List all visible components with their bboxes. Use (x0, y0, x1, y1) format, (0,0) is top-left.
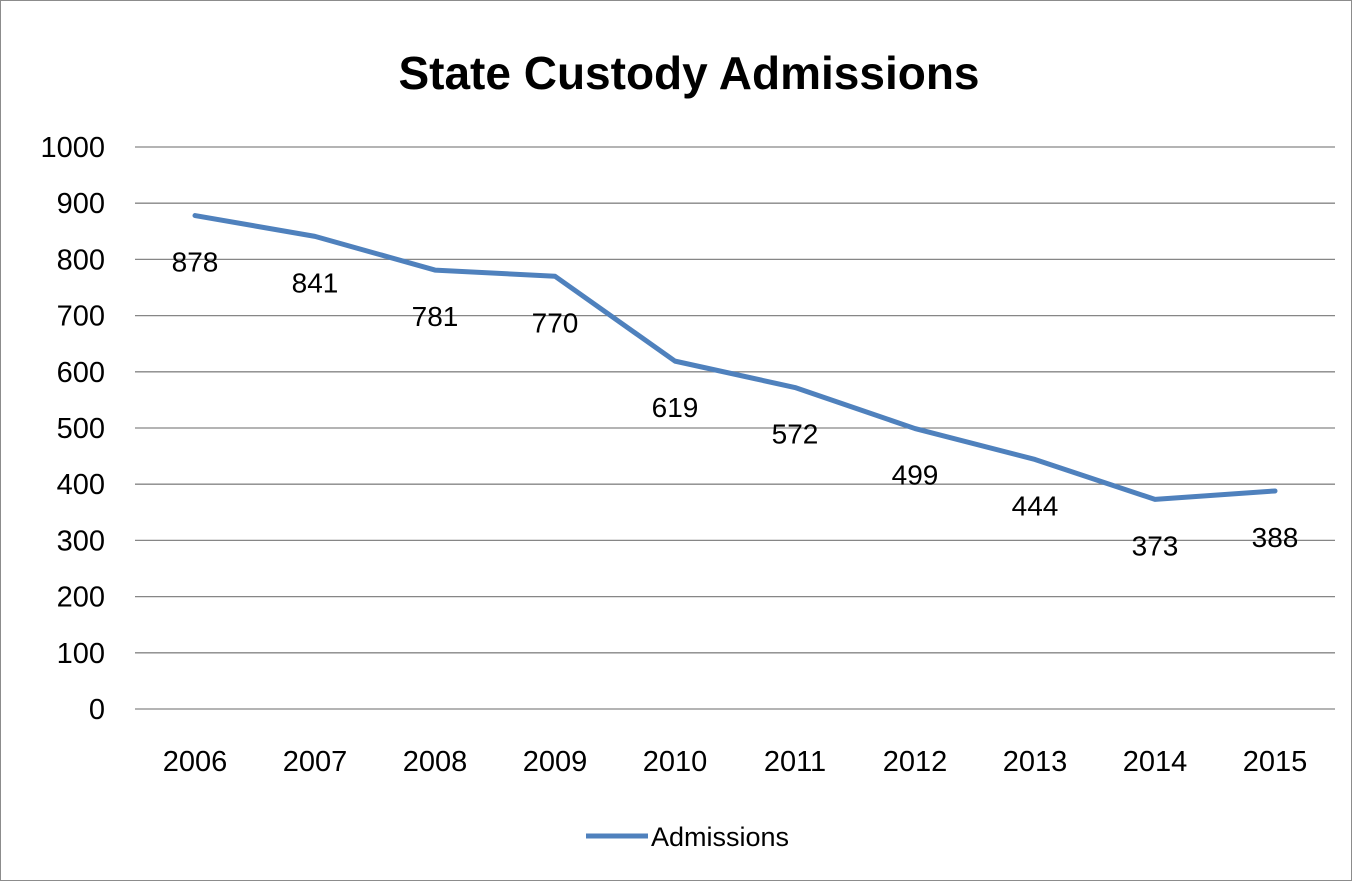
x-tick-label: 2007 (283, 746, 348, 778)
y-tick-label: 800 (57, 244, 105, 276)
x-tick-label: 2011 (764, 746, 826, 778)
data-label: 781 (412, 301, 459, 332)
y-tick-label: 500 (57, 413, 105, 445)
data-label: 572 (772, 419, 819, 450)
x-tick-label: 2013 (1003, 746, 1068, 778)
x-tick-label: 2014 (1123, 746, 1188, 778)
data-label: 878 (172, 247, 219, 278)
x-tick-label: 2009 (523, 746, 588, 778)
y-tick-label: 1000 (40, 132, 105, 164)
y-tick-label: 100 (57, 638, 105, 670)
y-axis-tick-labels: 0 100 200 300 400 500 600 700 800 900 1000 (40, 132, 105, 726)
data-label: 770 (532, 307, 579, 338)
legend: Admissions (586, 822, 789, 852)
x-tick-label: 2012 (883, 746, 948, 778)
y-tick-label: 0 (89, 694, 105, 726)
series-line-admissions (192, 213, 1278, 502)
x-tick-label: 2015 (1243, 746, 1308, 778)
data-label: 388 (1252, 522, 1299, 553)
y-tick-label: 300 (57, 525, 105, 557)
y-tick-label: 400 (57, 469, 105, 501)
chart-title: State Custody Admissions (398, 47, 979, 99)
series-admissions (192, 213, 1278, 502)
data-label: 619 (652, 392, 699, 423)
legend-label-admissions: Admissions (651, 822, 789, 852)
data-label: 444 (1012, 490, 1059, 521)
x-tick-label: 2010 (643, 746, 708, 778)
data-label: 499 (892, 460, 939, 491)
y-tick-label: 200 (57, 582, 105, 614)
x-axis-tick-labels: 2006 2007 2008 2009 2010 2011 2012 2013 2014 2015 (163, 746, 1308, 778)
data-label: 841 (292, 267, 339, 298)
x-tick-label: 2006 (163, 746, 228, 778)
data-labels: 878 841 781 770 619 572 499 444 373 388 (172, 247, 1299, 562)
y-tick-label: 600 (57, 357, 105, 389)
y-tick-label: 900 (57, 188, 105, 220)
gridlines (135, 146, 1335, 710)
y-tick-label: 700 (57, 301, 105, 333)
data-label: 373 (1132, 530, 1179, 561)
x-tick-label: 2008 (403, 746, 468, 778)
